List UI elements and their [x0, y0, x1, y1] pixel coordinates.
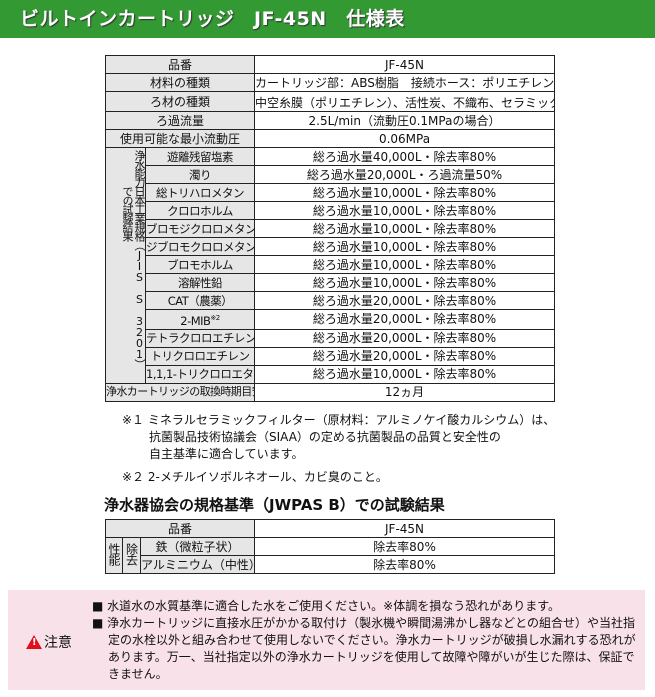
footnote-1-line2: 抗菌製品技術協議会（SIAA）の定める抗菌製品の品質と安全性の	[149, 430, 501, 444]
test-value: 総ろ過水量10,000L・除去率80%	[254, 219, 555, 238]
test-value: 総ろ過水量10,000L・除去率80%	[254, 201, 555, 220]
spec-label: ろ材の種類	[104, 91, 256, 112]
spec-row: ブロモジクロロメタン 総ろ過水量10,000L・除去率80%	[106, 219, 555, 238]
warning-icon: !	[26, 635, 42, 649]
test-value: 総ろ過水量10,000L・除去率80%	[254, 255, 555, 274]
test-value: 総ろ過水量10,000L・除去率80%	[254, 364, 555, 384]
spec-row: ジブロモクロロメタン 総ろ過水量10,000L・除去率80%	[106, 237, 555, 256]
page-title: ビルトインカートリッジ JF-45N 仕様表	[0, 0, 655, 38]
group-label: 浄水能力日本工業規格（JIS S 3201） での試験結果	[105, 147, 146, 384]
test-value: 総ろ過水量20,000L・除去率80%	[254, 309, 555, 330]
perf-label: 性能	[107, 542, 121, 565]
test-item: クロロホルム	[144, 201, 256, 220]
spec-row: 材料の種類 カートリッジ部：ABS樹脂 接続ホース：ポリエチレン	[104, 73, 555, 92]
remove-label: 除去	[124, 542, 139, 565]
spec-value: 0.06MPa	[254, 129, 555, 148]
spec-row: 浄水カートリッジの取換時期目安 12ヵ月	[104, 382, 555, 402]
spec-row: ブロモホルム 総ろ過水量10,000L・除去率80%	[106, 255, 555, 274]
footnote-2: ※２ 2-メチルイソボルネオール、カビ臭のこと。	[122, 470, 388, 484]
spec-value: 12ヵ月	[254, 382, 555, 402]
jwpas-heading: 浄水器協会の規格基準（JWPAS B）での試験結果	[104, 496, 445, 514]
footnote-1: ※１ ミネラルセラミックフィルター（原材料：アルミノケイ酸カルシウム）は、	[122, 413, 556, 427]
spec-label: 材料の種類	[104, 73, 256, 92]
spec-row: 溶解性鉛 総ろ過水量10,000L・除去率80%	[106, 273, 555, 292]
spec-label: 浄水カートリッジの取換時期目安	[104, 382, 256, 402]
spec-label: ろ過流量	[104, 111, 256, 130]
caution-item: ■ 浄水カートリッジに直接水圧がかかる取付け（製氷機や瞬間湯沸かし器などとの組合…	[92, 616, 636, 681]
test-value: 総ろ過水量20,000L・除去率80%	[254, 291, 555, 310]
test-value: 総ろ過水量10,000L・除去率80%	[254, 273, 555, 292]
spec-row: 濁り 総ろ過水量20,000L・ろ過流量50%	[106, 165, 555, 184]
header-label: 品番	[104, 519, 256, 538]
caution-box: ! 注意 ■ 水道水の水質基準に適合した水をご使用ください。※体調を損なう恐れが…	[8, 590, 645, 690]
test-item: 2-MIB※2	[144, 309, 256, 330]
test-item: 1,1,1-トリクロロエタン	[144, 364, 256, 384]
spec-row: ろ過流量 2.5L/min（流動圧0.1MPaの場合）	[104, 111, 555, 130]
test-value: 総ろ過水量20,000L・除去率80%	[254, 328, 555, 348]
spec-row: 1,1,1-トリクロロエタン 総ろ過水量10,000L・除去率80%	[106, 364, 555, 384]
spec-value: 中空糸膜（ポリエチレン）、活性炭、不織布、セラミック※1	[254, 91, 555, 112]
test-item: ブロモホルム	[144, 255, 256, 274]
caution-label: ! 注意	[26, 632, 72, 652]
spec-row: 使用可能な最小流動圧 0.06MPa	[104, 129, 555, 148]
spec-row: 品番 JF-45N	[104, 55, 555, 74]
test-item: 溶解性鉛	[144, 273, 256, 292]
test-value: 総ろ過水量20,000L・ろ過流量50%	[254, 165, 555, 184]
spec-value: JF-45N	[254, 55, 555, 74]
test-item: テトラクロロエチレン	[144, 328, 256, 348]
test-item: ジブロモクロロメタン	[144, 237, 256, 256]
header-value: JF-45N	[254, 519, 555, 538]
spec-row: 2-MIB※2 総ろ過水量20,000L・除去率80%	[106, 309, 555, 330]
spec-row: クロロホルム 総ろ過水量10,000L・除去率80%	[106, 201, 555, 220]
row-label: 鉄（微粒子状）	[139, 537, 256, 556]
spec-label: 品番	[104, 55, 256, 74]
footnotes: ※１ ミネラルセラミックフィルター（原材料：アルミノケイ酸カルシウム）は、 抗菌…	[122, 412, 555, 486]
footnote-1-line3: 自主基準に適合しています。	[149, 447, 304, 461]
test-item: CAT（農薬）	[144, 291, 256, 310]
test-item: ブロモジクロロメタン	[144, 219, 256, 238]
test-item: 遊離残留塩素	[144, 147, 256, 166]
spec-row: トリクロロエチレン 総ろ過水量20,000L・除去率80%	[106, 346, 555, 366]
row-label: アルミニウム（中性）	[139, 555, 256, 574]
spec-value: 2.5L/min（流動圧0.1MPaの場合）	[254, 111, 555, 130]
test-value: 総ろ過水量10,000L・除去率80%	[254, 183, 555, 202]
caution-item: ■ 水道水の水質基準に適合した水をご使用ください。※体調を損なう恐れがあります。	[92, 599, 561, 613]
row-value: 除去率80%	[254, 555, 555, 574]
test-item: 総トリハロメタン	[144, 183, 256, 202]
caution-title: 注意	[44, 635, 72, 651]
spec-row: CAT（農薬） 総ろ過水量20,000L・除去率80%	[106, 291, 555, 310]
jwpas-table: 品番 JF-45N 性能 除去 鉄（微粒子状） 除去率80% アルミニウム（中性…	[104, 519, 555, 574]
spec-row: テトラクロロエチレン 総ろ過水量20,000L・除去率80%	[106, 328, 555, 348]
spec-row: 総トリハロメタン 総ろ過水量10,000L・除去率80%	[106, 183, 555, 202]
test-value: 総ろ過水量20,000L・除去率80%	[254, 346, 555, 366]
test-item: トリクロロエチレン	[144, 346, 256, 366]
row-value: 除去率80%	[254, 537, 555, 556]
spec-row: 浄水能力日本工業規格（JIS S 3201） での試験結果 遊離残留塩素 総ろ過水量4…	[105, 147, 555, 384]
spec-value: カートリッジ部：ABS樹脂 接続ホース：ポリエチレン	[254, 73, 555, 92]
test-item: 濁り	[144, 165, 256, 184]
test-value: 総ろ過水量10,000L・除去率80%	[254, 237, 555, 256]
spec-label: 使用可能な最小流動圧	[104, 129, 256, 148]
spec-table: 品番 JF-45N 材料の種類 カートリッジ部：ABS樹脂 接続ホース：ポリエチレンろ…	[104, 55, 555, 402]
test-value: 総ろ過水量40,000L・除去率80%	[254, 147, 555, 166]
